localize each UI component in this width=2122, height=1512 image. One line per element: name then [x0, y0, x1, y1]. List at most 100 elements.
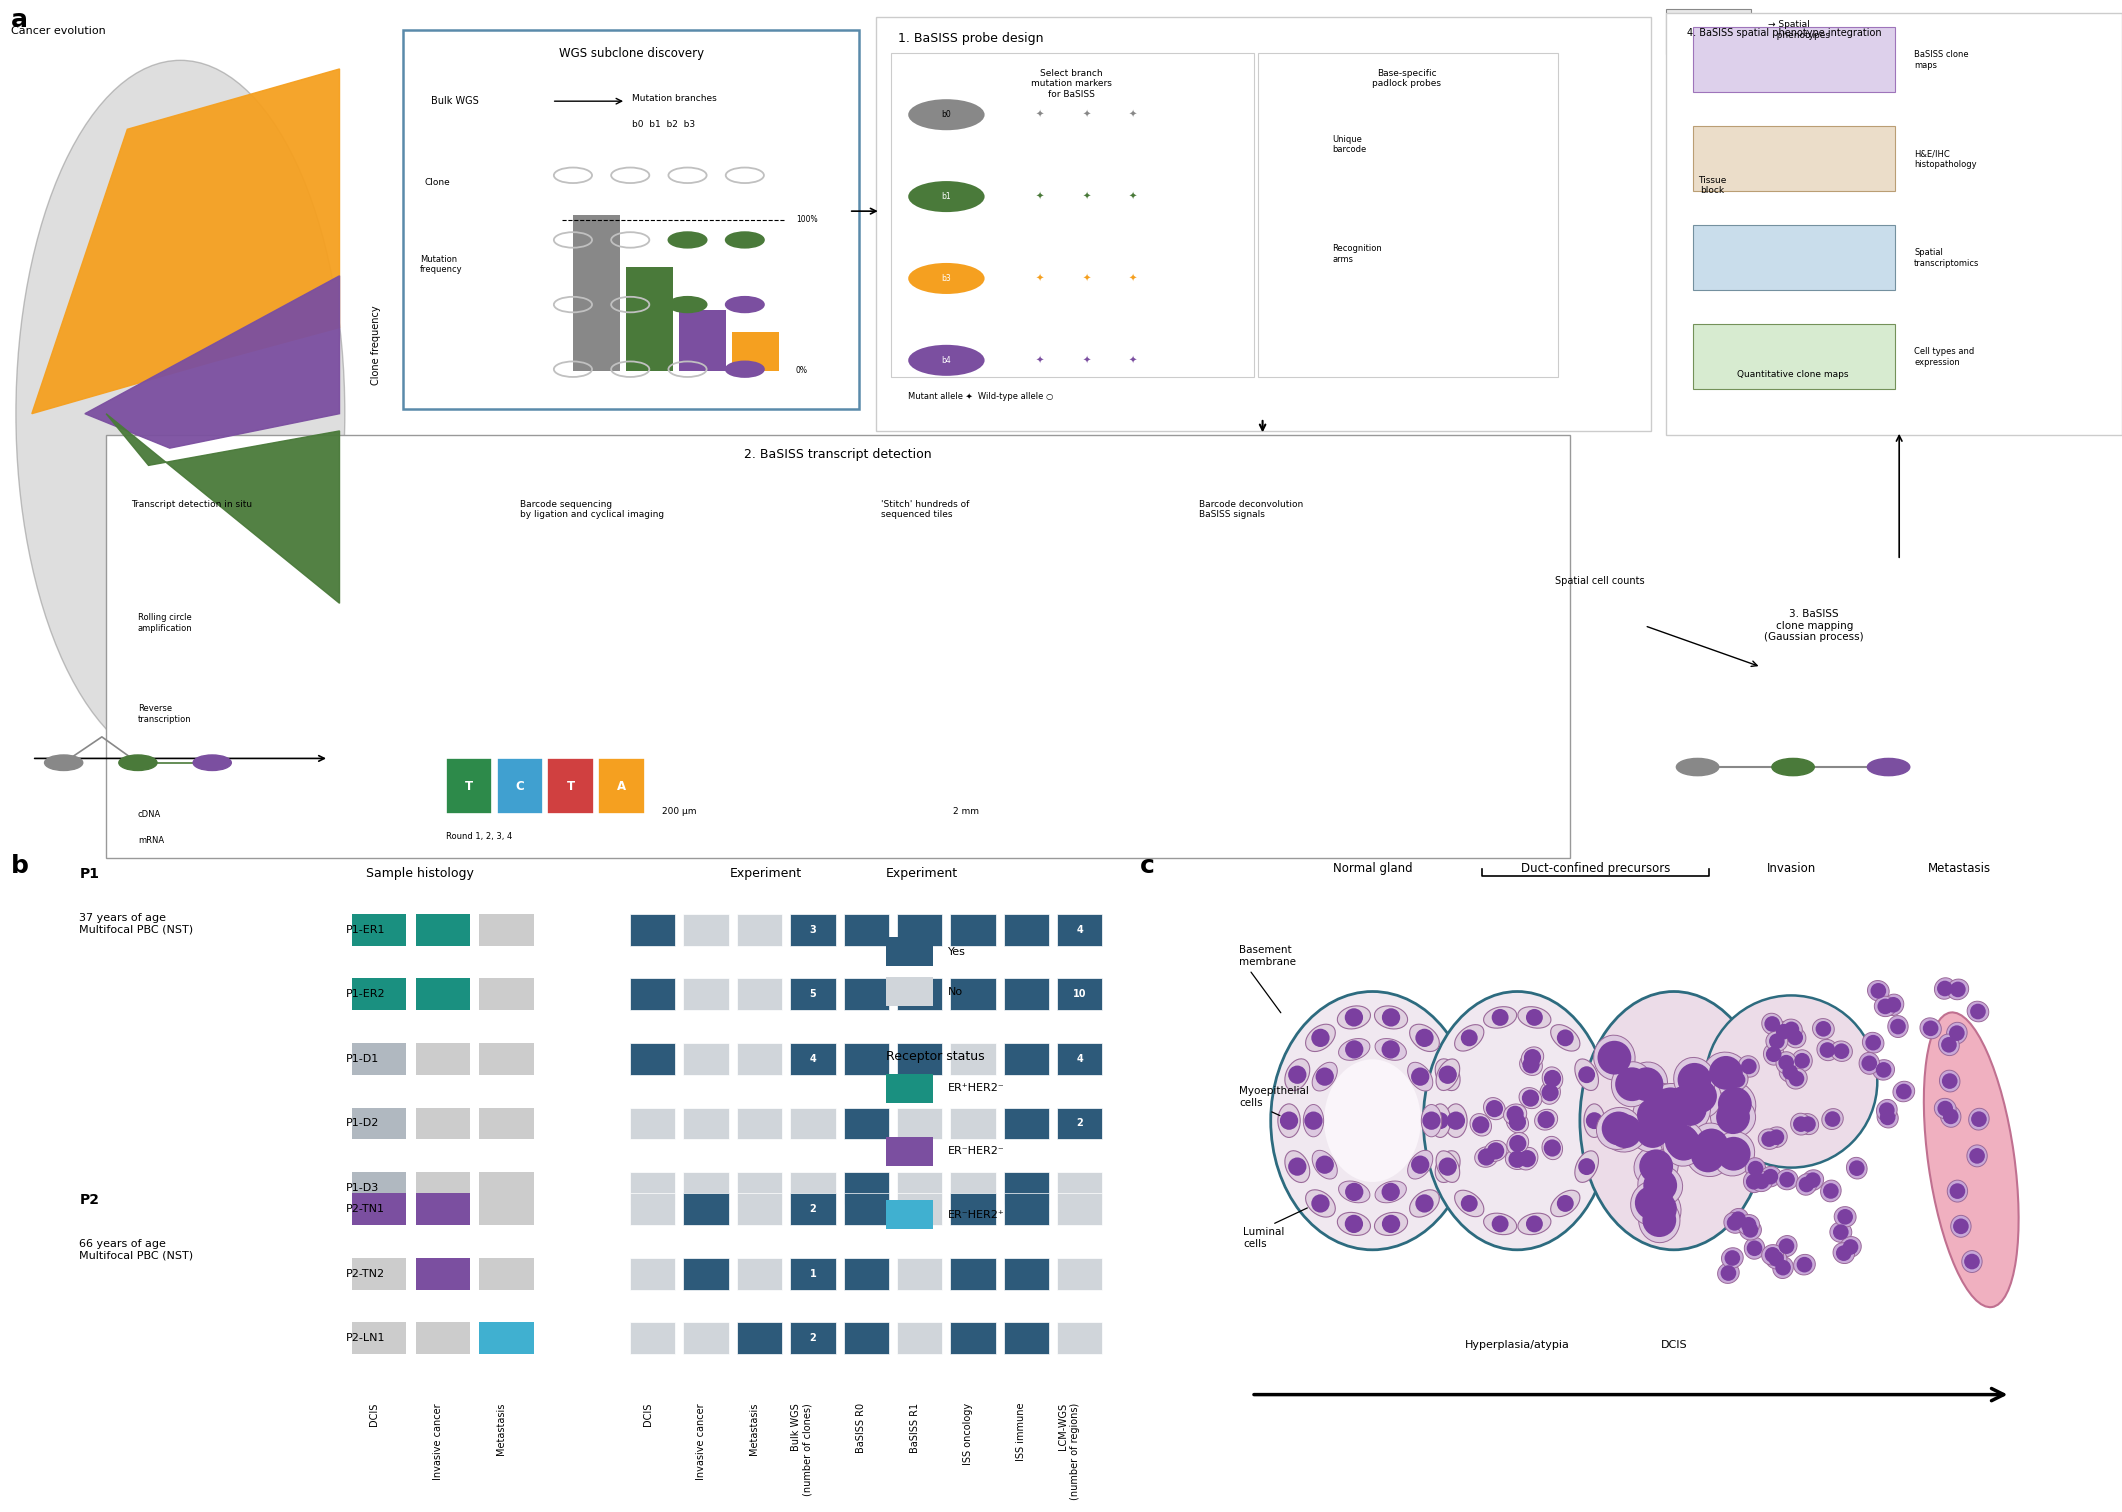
Text: 3. BaSISS
clone mapping
(Gaussian process): 3. BaSISS clone mapping (Gaussian proces… — [1766, 609, 1863, 643]
Circle shape — [1666, 1126, 1700, 1161]
Circle shape — [1768, 1129, 1785, 1145]
Circle shape — [45, 754, 83, 771]
Ellipse shape — [1878, 1107, 1899, 1128]
Circle shape — [1772, 759, 1814, 776]
Bar — [352, 1258, 407, 1290]
Bar — [683, 913, 728, 947]
Ellipse shape — [1375, 1039, 1407, 1060]
Circle shape — [1647, 1089, 1679, 1122]
Bar — [736, 978, 783, 1010]
Ellipse shape — [1876, 1099, 1897, 1120]
Bar — [951, 1172, 995, 1204]
Ellipse shape — [1434, 1058, 1460, 1090]
Circle shape — [1602, 1111, 1636, 1146]
Bar — [416, 1107, 469, 1140]
Ellipse shape — [1776, 1169, 1797, 1190]
Text: BaSISS R0: BaSISS R0 — [855, 1403, 866, 1453]
Bar — [736, 1107, 783, 1140]
Text: 5: 5 — [808, 989, 817, 999]
Bar — [1693, 27, 1895, 92]
Bar — [683, 1323, 728, 1355]
Ellipse shape — [1659, 1120, 1704, 1163]
Ellipse shape — [1437, 1151, 1460, 1182]
Circle shape — [1439, 1066, 1458, 1084]
Ellipse shape — [1311, 1063, 1337, 1092]
Ellipse shape — [1324, 1060, 1422, 1182]
Circle shape — [1717, 1137, 1751, 1170]
Ellipse shape — [1787, 1067, 1808, 1089]
Circle shape — [1521, 1090, 1538, 1107]
Bar — [683, 1172, 728, 1204]
Ellipse shape — [1691, 1123, 1732, 1167]
Bar — [1004, 1043, 1048, 1075]
Bar — [898, 1172, 942, 1204]
Circle shape — [1615, 1067, 1649, 1101]
Circle shape — [1695, 1128, 1727, 1163]
Text: ✦: ✦ — [1082, 110, 1091, 119]
Circle shape — [1543, 1140, 1562, 1157]
Ellipse shape — [1740, 1220, 1761, 1240]
Ellipse shape — [1551, 1190, 1581, 1217]
Ellipse shape — [1759, 1129, 1780, 1149]
Circle shape — [1770, 1033, 1785, 1049]
Bar — [480, 1323, 533, 1355]
Circle shape — [1861, 1055, 1878, 1070]
Ellipse shape — [1738, 1055, 1759, 1077]
Text: Reverse
transcription: Reverse transcription — [138, 705, 191, 724]
Circle shape — [1942, 1074, 1956, 1089]
Ellipse shape — [1859, 1052, 1880, 1075]
Bar — [789, 913, 836, 947]
Circle shape — [1746, 1240, 1763, 1256]
Circle shape — [1776, 1259, 1791, 1276]
Circle shape — [1740, 1058, 1757, 1075]
Bar — [1004, 913, 1048, 947]
Ellipse shape — [1744, 1158, 1766, 1179]
Ellipse shape — [1679, 1074, 1721, 1117]
Bar — [1693, 125, 1895, 191]
Ellipse shape — [1766, 1249, 1787, 1269]
Circle shape — [1666, 1125, 1700, 1158]
Bar — [352, 1193, 407, 1225]
Ellipse shape — [1935, 1098, 1956, 1119]
Text: Barcode sequencing
by ligation and cyclical imaging: Barcode sequencing by ligation and cycli… — [520, 500, 664, 519]
Text: b: b — [11, 854, 28, 878]
Ellipse shape — [1407, 1063, 1432, 1092]
Ellipse shape — [1409, 1190, 1439, 1217]
Ellipse shape — [1483, 1213, 1517, 1235]
Text: Quantitative clone maps: Quantitative clone maps — [1738, 370, 1848, 380]
Circle shape — [1816, 1021, 1831, 1037]
Bar — [352, 913, 407, 947]
Ellipse shape — [1795, 1173, 1816, 1194]
Bar — [736, 913, 783, 947]
Circle shape — [1280, 1111, 1299, 1129]
Circle shape — [1891, 1019, 1906, 1034]
Text: Hyperplasia/atypia: Hyperplasia/atypia — [1464, 1340, 1570, 1350]
Text: 2: 2 — [808, 1204, 817, 1214]
Circle shape — [1867, 759, 1910, 776]
Text: Tissue
block: Tissue block — [1698, 175, 1727, 195]
Ellipse shape — [1967, 1001, 1988, 1022]
Circle shape — [1778, 1172, 1795, 1187]
FancyBboxPatch shape — [876, 17, 1651, 431]
Ellipse shape — [1874, 996, 1897, 1016]
Bar — [630, 1107, 675, 1140]
Circle shape — [1763, 1016, 1780, 1031]
Bar — [480, 913, 533, 947]
Circle shape — [1965, 1253, 1980, 1270]
Text: P1-D2: P1-D2 — [346, 1119, 380, 1128]
Circle shape — [1305, 1111, 1322, 1129]
Circle shape — [1288, 1158, 1307, 1176]
Ellipse shape — [1277, 1104, 1301, 1137]
Circle shape — [1524, 1049, 1541, 1066]
Bar — [845, 1193, 889, 1225]
Circle shape — [1538, 1111, 1555, 1128]
Ellipse shape — [1651, 1095, 1693, 1137]
Bar — [885, 977, 934, 1007]
Circle shape — [1439, 1158, 1458, 1176]
Text: Invasive cancer: Invasive cancer — [696, 1403, 707, 1480]
Ellipse shape — [1507, 1111, 1528, 1132]
Circle shape — [1521, 1057, 1541, 1074]
Circle shape — [119, 754, 157, 771]
Ellipse shape — [1793, 1255, 1814, 1275]
Polygon shape — [32, 70, 340, 414]
